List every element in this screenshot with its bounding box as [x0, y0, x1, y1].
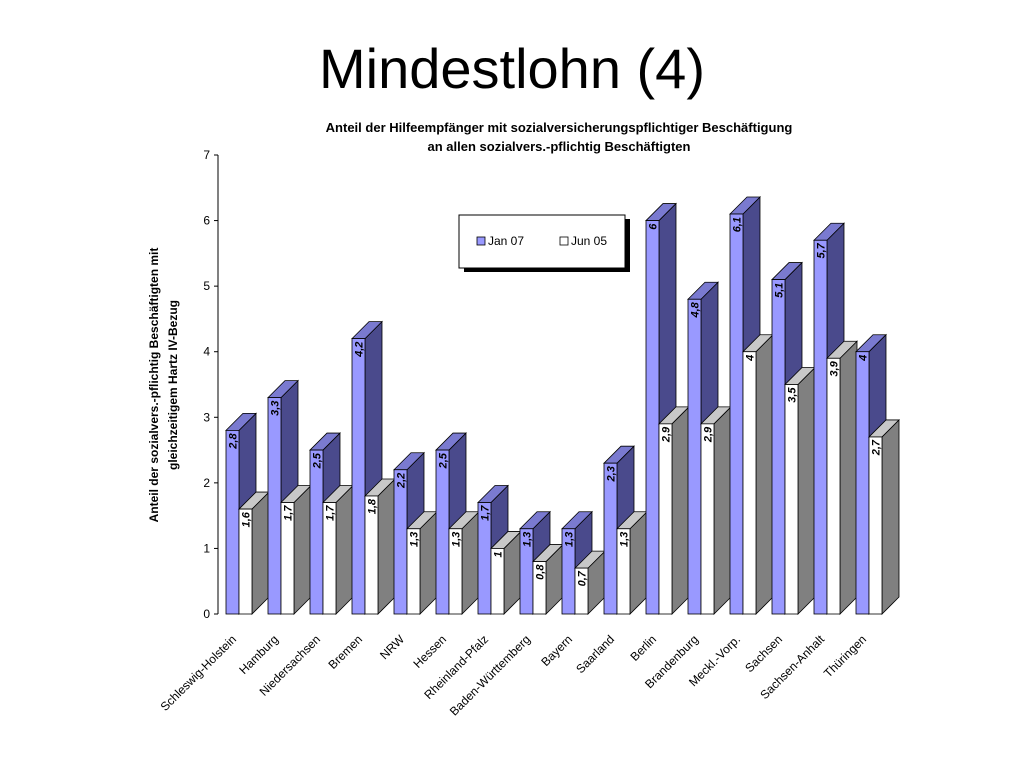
value-label-jan07-5: 2,5 [438, 452, 450, 469]
value-label-jun05-11: 2,9 [703, 426, 715, 443]
value-label-jun05-13: 3,5 [787, 387, 799, 403]
bar-jun05-2 [322, 484, 354, 615]
bar-jun05-7 [532, 543, 564, 615]
legend-label-jun05: Jun 05 [571, 234, 607, 248]
bar-jun05-8 [574, 550, 606, 615]
bar-jun05-11 [700, 405, 732, 615]
value-label-jan07-4: 2,2 [396, 473, 408, 489]
value-label-jan07-1: 3,3 [270, 401, 282, 416]
value-label-jun05-9: 1,3 [619, 532, 631, 547]
chart-subtitle: an allen sozialvers.-pflichtig Beschäfti… [428, 139, 691, 154]
value-label-jan07-6: 1,7 [480, 505, 492, 521]
value-label-jan07-8: 1,3 [564, 532, 576, 547]
bar-jun05-1 [280, 484, 312, 615]
x-tick-label-0: Schleswig-Holstein [158, 632, 240, 714]
value-label-jun05-15: 2,7 [871, 439, 883, 456]
y-tick-label: 7 [203, 148, 210, 162]
value-label-jan07-9: 2,3 [606, 466, 618, 482]
legend: Jan 07 Jun 05 [458, 214, 630, 272]
bar-jun05-13 [784, 366, 816, 615]
value-label-jun05-7: 0,8 [535, 564, 547, 580]
x-tick-label-10: Berlin [628, 632, 660, 664]
value-label-jan07-10: 6 [648, 223, 660, 230]
y-tick-label: 2 [203, 476, 210, 490]
bar-jun05-5 [448, 510, 480, 615]
value-label-jun05-4: 1,3 [409, 532, 421, 547]
value-label-jun05-5: 1,3 [451, 532, 463, 547]
y-tick-label: 0 [203, 607, 210, 621]
legend-box [458, 214, 626, 269]
y-axis-label: Anteil der sozialvers.-pflichtig Beschäf… [147, 248, 161, 523]
bar-jun05-9 [616, 510, 648, 615]
bar-jun05-4 [406, 510, 438, 615]
slide-title: Mindestlohn (4) [319, 37, 705, 100]
y-tick-label: 5 [203, 279, 210, 293]
value-label-jun05-14: 3,9 [829, 360, 841, 376]
y-axis-label-line2: gleichzeitigem Hartz IV-Bezug [166, 300, 180, 470]
y-tick-label: 3 [203, 410, 210, 424]
value-label-jan07-3: 4,2 [354, 342, 366, 358]
value-label-jan07-0: 2,8 [228, 433, 240, 450]
value-label-jan07-2: 2,5 [312, 452, 324, 469]
bar-jun05-6 [490, 530, 522, 615]
x-tick-label-5: Hessen [410, 632, 449, 671]
legend-swatch-jan07 [476, 236, 486, 246]
value-label-jun05-3: 1,8 [367, 498, 379, 514]
y-axis: 0 1 2 3 4 5 6 7 [203, 148, 219, 621]
value-label-jan07-11: 4,8 [690, 301, 702, 318]
value-label-jun05-0: 1,6 [241, 511, 253, 527]
bar-jun05-10 [658, 405, 690, 615]
value-label-jun05-1: 1,7 [283, 505, 295, 521]
value-label-jun05-8: 0,7 [577, 570, 589, 586]
x-tick-label-8: Bayern [538, 632, 575, 669]
bar-jun05-3 [364, 478, 396, 615]
x-tick-label-13: Sachsen [742, 632, 785, 675]
chart-title: Anteil der Hilfeempfänger mit sozialvers… [326, 120, 793, 135]
bar-jun05-15 [868, 418, 900, 615]
value-label-jan07-13: 5,1 [774, 283, 786, 298]
value-label-jan07-15: 4 [858, 355, 870, 362]
value-label-jan07-14: 5,7 [816, 242, 828, 258]
y-tick-label: 1 [203, 541, 210, 555]
x-tick-label-4: NRW [377, 632, 407, 662]
bars: 2,8 1,6 3,3 1,7 2,5 1,7 4,2 1,8 2,2 1,3 2,5 1,3 1,7 1… [225, 196, 900, 615]
x-tick-label-7: Baden-Württemberg [447, 632, 533, 718]
legend-label-jan07: Jan 07 [488, 234, 524, 248]
bar-jun05-0 [238, 491, 270, 615]
legend-swatch-jun05 [559, 236, 569, 246]
value-label-jun05-12: 4 [745, 355, 757, 362]
value-label-jun05-10: 2,9 [661, 426, 673, 443]
x-tick-label-3: Bremen [326, 632, 366, 672]
y-tick-label: 4 [203, 345, 210, 359]
y-tick-label: 6 [203, 214, 210, 228]
value-label-jun05-2: 1,7 [325, 505, 337, 521]
bar-jun05-14 [826, 340, 858, 615]
value-label-jan07-7: 1,3 [522, 532, 534, 547]
x-tick-label-15: Thüringen [821, 632, 869, 680]
value-label-jun05-6: 1 [493, 551, 505, 557]
x-tick-label-9: Saarland [573, 632, 617, 676]
bar-jun05-12 [742, 333, 774, 615]
value-label-jan07-12: 6,1 [732, 217, 744, 232]
